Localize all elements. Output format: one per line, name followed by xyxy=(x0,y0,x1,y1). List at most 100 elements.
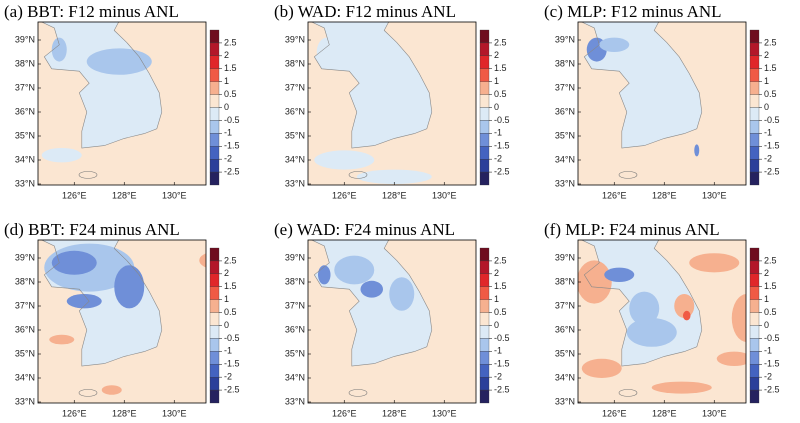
lat-label: 35°N xyxy=(555,130,575,140)
colorbar-label: -1 xyxy=(494,346,502,356)
field-contour xyxy=(41,148,82,163)
colorbar-label: 2.5 xyxy=(494,255,507,265)
lat-label: 34°N xyxy=(285,372,305,382)
colorbar-box xyxy=(209,171,220,186)
field-contour xyxy=(604,267,635,282)
colorbar-label: -2 xyxy=(494,154,502,164)
colorbar-box xyxy=(479,338,490,352)
field-contour xyxy=(314,150,375,170)
field-contour xyxy=(731,294,746,342)
lat-label: 39°N xyxy=(285,34,305,44)
colorbar-label: 2 xyxy=(224,50,229,60)
colorbar-label: -1.5 xyxy=(494,141,510,151)
colorbar-label: -1 xyxy=(224,346,232,356)
colorbar-box xyxy=(209,55,220,69)
colorbar-label: -2.5 xyxy=(764,384,780,394)
colorbar-label: -0.5 xyxy=(224,333,240,343)
colorbar-label: -0.5 xyxy=(224,115,240,125)
colorbar-box xyxy=(749,55,760,69)
lat-label: 39°N xyxy=(555,252,575,262)
colorbar-box xyxy=(209,68,220,82)
colorbar-label: 1 xyxy=(764,76,769,86)
lat-label: 34°N xyxy=(15,372,35,382)
panel-title: (a) BBT: F12 minus ANL xyxy=(4,2,179,21)
colorbar-label: 2 xyxy=(764,50,769,60)
colorbar-box xyxy=(479,377,490,391)
colorbar-box xyxy=(209,42,220,56)
colorbar-label: -0.5 xyxy=(764,333,780,343)
lat-label: 34°N xyxy=(555,372,575,382)
lon-label: 130°E xyxy=(702,408,727,418)
colorbar-box xyxy=(749,29,760,44)
field-contour xyxy=(66,294,102,309)
colorbar-box xyxy=(479,42,490,56)
colorbar-box xyxy=(749,94,760,108)
lat-label: 39°N xyxy=(285,252,305,262)
colorbar-label: -1.5 xyxy=(764,141,780,151)
colorbar-box xyxy=(749,299,760,313)
colorbar-label: -2.5 xyxy=(764,166,780,176)
colorbar-label: -0.5 xyxy=(494,115,510,125)
colorbar-label: 1 xyxy=(224,76,229,86)
lat-label: 35°N xyxy=(285,130,305,140)
colorbar-label: 1.5 xyxy=(224,63,237,73)
colorbar-label: -2.5 xyxy=(494,166,510,176)
colorbar-label: 2.5 xyxy=(224,37,237,47)
panel-title: (c) MLP: F12 minus ANL xyxy=(544,2,722,21)
colorbar-box xyxy=(749,247,760,262)
colorbar-box xyxy=(479,55,490,69)
field-contour xyxy=(199,253,206,268)
colorbar-box xyxy=(749,120,760,134)
colorbar-box xyxy=(749,273,760,287)
panel-title: (e) WAD: F24 minus ANL xyxy=(274,220,455,239)
colorbar-label: 0 xyxy=(764,320,769,330)
lat-label: 37°N xyxy=(555,300,575,310)
colorbar-box xyxy=(479,107,490,121)
jeju-island xyxy=(78,389,98,397)
colorbar-box xyxy=(209,94,220,108)
coastline xyxy=(41,240,163,367)
colorbar-label: -2 xyxy=(764,154,772,164)
colorbar-box xyxy=(479,68,490,82)
colorbar-label: 0.5 xyxy=(224,307,237,317)
lon-label: 128°E xyxy=(652,190,677,200)
coastline xyxy=(41,22,163,149)
lat-label: 36°N xyxy=(555,106,575,116)
coastline xyxy=(581,240,703,367)
colorbar-label: -2 xyxy=(764,372,772,382)
lon-label: 128°E xyxy=(112,190,137,200)
coastline xyxy=(311,240,433,367)
lat-label: 37°N xyxy=(285,300,305,310)
lon-label: 130°E xyxy=(162,408,187,418)
field-contour xyxy=(683,310,691,321)
colorbar-box xyxy=(749,68,760,82)
field-contour xyxy=(86,48,152,75)
colorbar-box xyxy=(749,364,760,378)
colorbar-box xyxy=(749,42,760,56)
colorbar-box xyxy=(209,312,220,326)
colorbar-label: 0 xyxy=(764,102,769,112)
colorbar-label: 1.5 xyxy=(224,281,237,291)
lat-label: 39°N xyxy=(15,252,35,262)
colorbar-box xyxy=(479,312,490,326)
lat-label: 35°N xyxy=(555,348,575,358)
lon-label: 126°E xyxy=(602,408,627,418)
lat-label: 38°N xyxy=(555,276,575,286)
field-contour xyxy=(49,334,75,345)
colorbar-box xyxy=(479,81,490,95)
colorbar-label: 0 xyxy=(224,320,229,330)
map-frame xyxy=(577,21,747,186)
colorbar-label: -2 xyxy=(224,372,232,382)
lat-label: 36°N xyxy=(285,324,305,334)
colorbar-box xyxy=(209,107,220,121)
lat-label: 36°N xyxy=(285,106,305,116)
colorbar-box xyxy=(209,133,220,147)
lon-label: 126°E xyxy=(332,408,357,418)
colorbar-label: 1 xyxy=(494,294,499,304)
colorbar-label: -1.5 xyxy=(224,359,240,369)
colorbar-label: 0.5 xyxy=(764,89,777,99)
lon-label: 126°E xyxy=(62,190,87,200)
lat-label: 34°N xyxy=(15,154,35,164)
lat-label: 33°N xyxy=(15,178,35,188)
field-contour xyxy=(716,351,746,366)
